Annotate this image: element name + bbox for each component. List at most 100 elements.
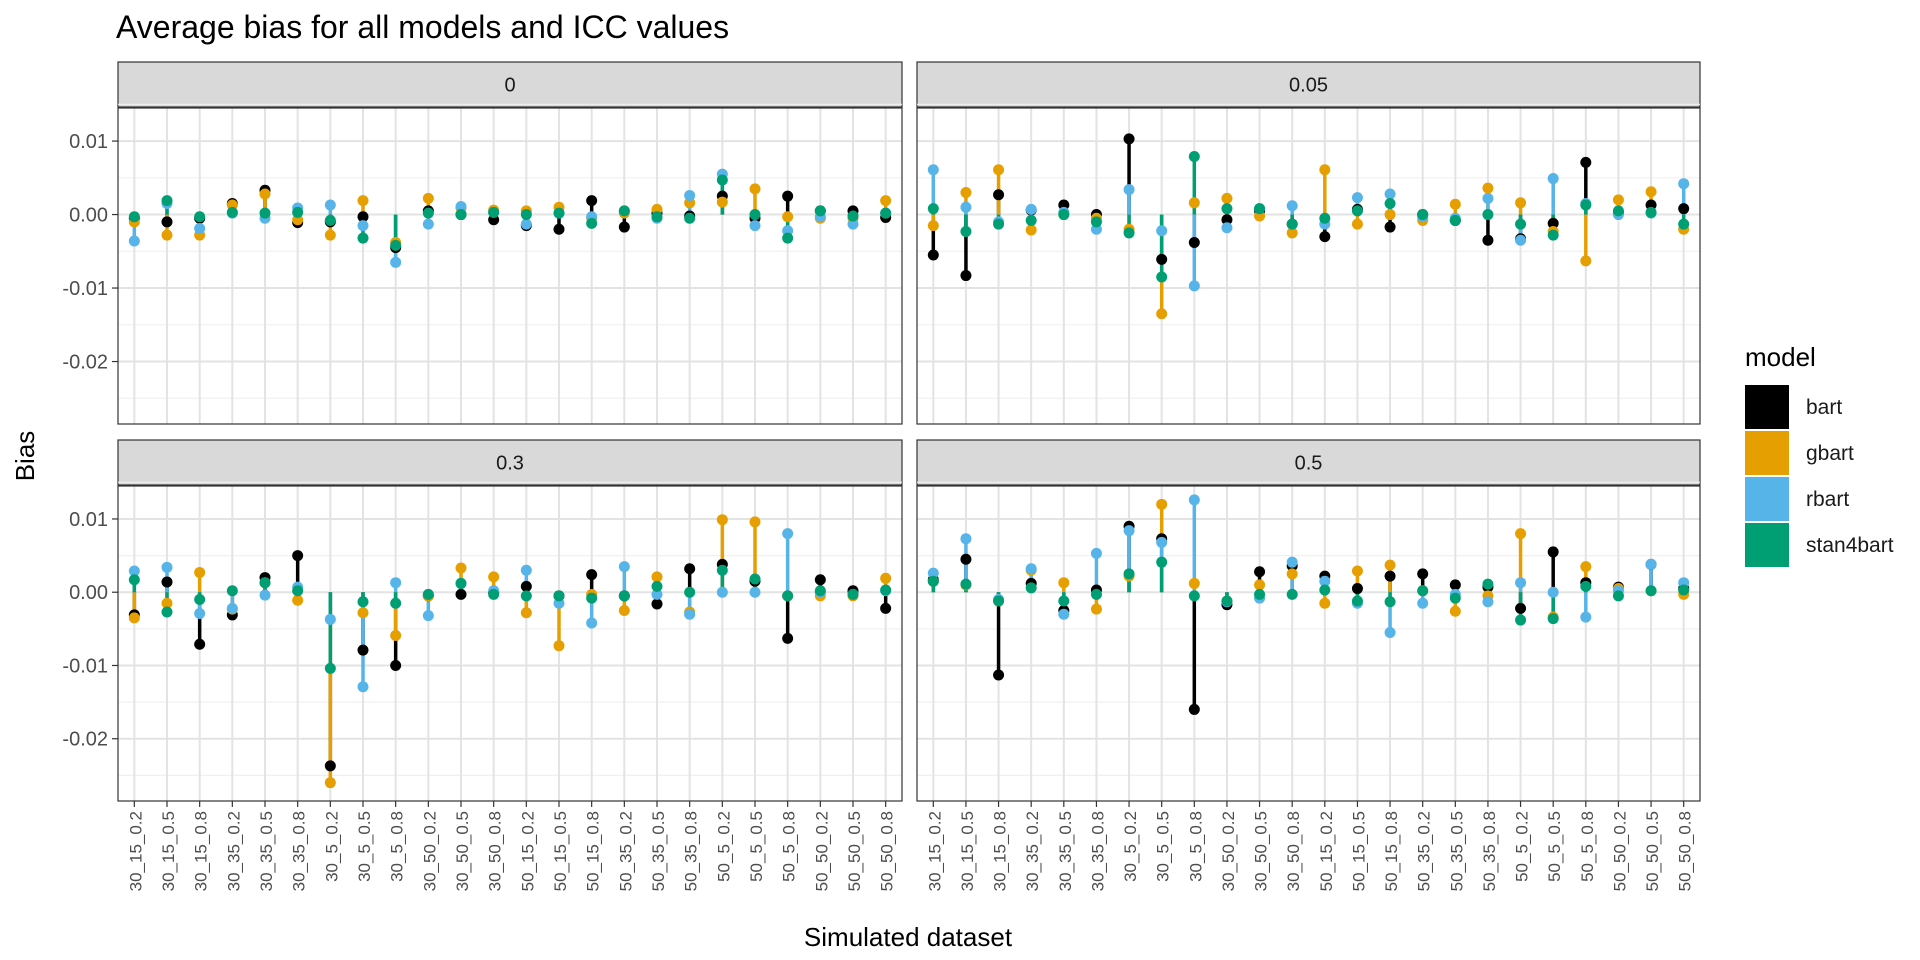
data-point-gbart	[520, 607, 532, 619]
legend-key-rbart	[1745, 477, 1789, 521]
data-point-rbart	[390, 577, 402, 589]
data-point-stan4bart	[1384, 596, 1396, 608]
x-tick-label: 50_5_0.5	[747, 811, 766, 882]
data-point-rbart	[128, 565, 140, 577]
x-axis-label: Simulated dataset	[804, 922, 1013, 952]
data-point-stan4bart	[226, 585, 238, 597]
data-point-stan4bart	[390, 597, 402, 609]
x-tick-label: 50_5_0.8	[780, 811, 799, 882]
x-tick-label: 50_5_0.2	[714, 811, 733, 882]
data-point-stan4bart	[1090, 216, 1102, 228]
data-point-stan4bart	[1515, 218, 1527, 230]
data-point-stan4bart	[259, 207, 271, 219]
data-point-bart	[1678, 203, 1690, 215]
data-point-gbart	[716, 196, 728, 208]
data-point-stan4bart	[1221, 595, 1233, 607]
data-point-stan4bart	[618, 590, 630, 602]
x-tick-label: 30_35_0.2	[1023, 811, 1042, 891]
data-point-stan4bart	[782, 590, 794, 602]
data-point-stan4bart	[422, 207, 434, 219]
y-tick-label: 0.00	[69, 205, 108, 227]
x-tick-label: 30_5_0.5	[1154, 811, 1173, 882]
x-tick-label: 30_50_0.8	[486, 811, 505, 891]
facet-panel: 0.3 0.01 0.00 -0.01 -0.02 30_15_0.2 30_15_0.5 3…	[62, 439, 903, 891]
data-point-rbart	[1482, 192, 1494, 204]
data-point-gbart	[749, 183, 761, 195]
data-point-stan4bart	[847, 210, 859, 222]
data-point-rbart	[1058, 608, 1070, 620]
data-point-gbart	[1515, 197, 1527, 209]
data-point-rbart	[847, 218, 859, 230]
data-point-stan4bart	[684, 586, 696, 598]
x-tick-label: 30_5_0.8	[1186, 811, 1205, 882]
data-point-rbart	[161, 561, 173, 573]
x-tick-label: 50_35_0.2	[616, 811, 635, 891]
data-point-stan4bart	[1580, 199, 1592, 211]
data-point-bart	[292, 550, 304, 562]
data-point-gbart	[1188, 577, 1200, 589]
x-tick-label: 50_50_0.8	[1676, 811, 1695, 891]
x-tick-label: 30_50_0.2	[1219, 811, 1238, 891]
data-point-gbart	[1286, 568, 1298, 580]
data-point-rbart	[259, 589, 271, 601]
data-point-gbart	[1580, 255, 1592, 267]
data-point-stan4bart	[194, 594, 206, 606]
data-point-gbart	[1254, 579, 1266, 591]
data-point-rbart	[1156, 536, 1168, 548]
legend: bart gbart rbart stan4bart	[1745, 385, 1894, 567]
data-point-rbart	[1156, 225, 1168, 237]
x-tick-label: 50_5_0.2	[1513, 811, 1532, 882]
data-point-rbart	[324, 613, 336, 625]
data-point-stan4bart	[993, 218, 1005, 230]
data-point-stan4bart	[782, 232, 794, 244]
x-tick-label: 30_15_0.2	[925, 811, 944, 891]
data-point-bart	[880, 602, 892, 614]
data-point-bart	[1351, 583, 1363, 595]
data-point-rbart	[1678, 178, 1690, 190]
data-point-rbart	[1123, 525, 1135, 537]
x-tick-label: 30_15_0.5	[958, 811, 977, 891]
data-point-bart	[1188, 236, 1200, 248]
legend-label-rbart: rbart	[1806, 488, 1849, 511]
data-point-gbart	[1319, 164, 1331, 176]
facet-strip	[117, 61, 903, 108]
data-point-bart	[357, 211, 369, 223]
data-point-stan4bart	[455, 577, 467, 589]
data-point-stan4bart	[927, 575, 939, 587]
y-tick-label: 0.00	[69, 582, 108, 604]
facet-panel: 0.5 30_15_0.2 30_15_0.5 30_15_0.8 30_35_0.2 3…	[916, 439, 1701, 891]
data-point-stan4bart	[1058, 209, 1070, 221]
data-point-gbart	[455, 562, 467, 574]
facet-strip	[916, 61, 1701, 108]
data-point-stan4bart	[1612, 590, 1624, 602]
data-point-stan4bart	[1482, 209, 1494, 221]
data-point-gbart	[880, 572, 892, 584]
data-point-rbart	[1319, 575, 1331, 587]
data-point-bart	[194, 638, 206, 650]
data-point-stan4bart	[520, 209, 532, 221]
data-point-gbart	[1351, 565, 1363, 577]
x-tick-label: 30_35_0.8	[290, 811, 309, 891]
data-point-gbart	[1319, 597, 1331, 609]
data-point-gbart	[357, 607, 369, 619]
x-tick-label: 50_35_0.5	[1447, 811, 1466, 891]
data-point-stan4bart	[357, 232, 369, 244]
data-point-gbart	[324, 777, 336, 789]
data-point-stan4bart	[993, 595, 1005, 607]
data-point-stan4bart	[927, 203, 939, 215]
data-point-gbart	[1025, 224, 1037, 236]
data-point-bart	[618, 221, 630, 233]
data-point-rbart	[1025, 203, 1037, 215]
plot-border	[916, 107, 1701, 425]
data-point-rbart	[1580, 611, 1592, 623]
data-point-stan4bart	[128, 574, 140, 586]
data-point-gbart	[194, 566, 206, 578]
data-point-stan4bart	[847, 588, 859, 600]
x-tick-label: 50_50_0.5	[845, 811, 864, 891]
legend-title: model	[1745, 342, 1816, 372]
data-point-bart	[1384, 570, 1396, 582]
legend-label-stan4bart: stan4bart	[1806, 534, 1894, 557]
plot-background	[118, 108, 902, 424]
data-point-stan4bart	[259, 577, 271, 589]
